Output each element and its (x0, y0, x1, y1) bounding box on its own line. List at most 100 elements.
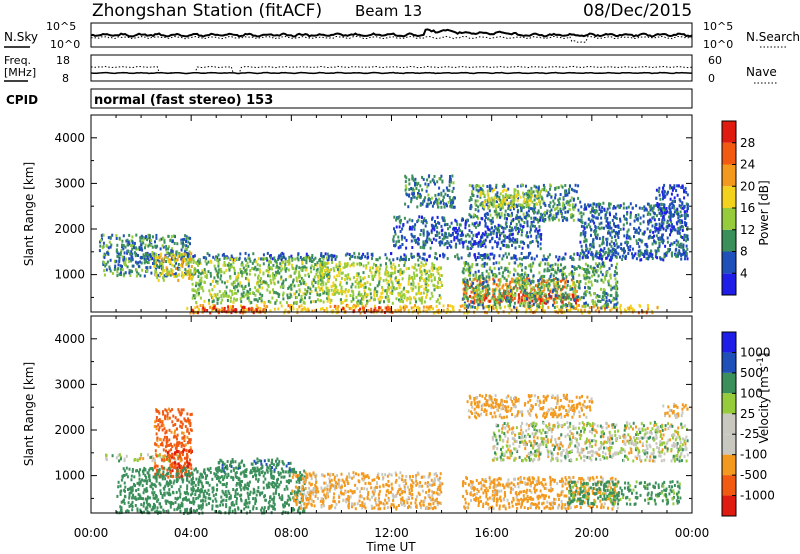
data-cell (193, 272, 196, 276)
data-cell (277, 269, 280, 273)
data-cell (402, 293, 405, 297)
data-cell (485, 203, 488, 207)
data-cell (391, 292, 394, 295)
data-cell (170, 253, 173, 257)
data-cell (336, 307, 339, 311)
data-cell (563, 203, 566, 207)
data-cell (508, 262, 511, 266)
data-cell (600, 278, 603, 282)
data-cell (463, 287, 466, 291)
data-cell (219, 277, 222, 281)
data-cell (555, 207, 558, 211)
data-cell (439, 240, 442, 244)
data-cell (436, 286, 439, 289)
data-cell (551, 265, 554, 269)
data-cell (609, 276, 612, 280)
data-cell (675, 243, 678, 247)
data-cell (202, 271, 205, 275)
data-cell (516, 287, 519, 291)
data-cell (525, 294, 528, 298)
data-cell (572, 198, 575, 202)
data-cell (532, 274, 535, 278)
data-cell (189, 236, 192, 240)
data-cell (498, 261, 501, 265)
data-cell (340, 271, 343, 275)
data-cell (483, 294, 486, 298)
data-cell (400, 257, 403, 261)
data-cell (499, 224, 502, 228)
data-cell (483, 264, 486, 268)
data-cell (206, 252, 209, 256)
noise-search-line (91, 35, 692, 43)
data-cell (675, 212, 678, 216)
data-cell (671, 254, 673, 258)
data-cell (269, 278, 272, 282)
data-cell (440, 229, 443, 233)
data-cell (375, 264, 378, 267)
data-cell (233, 286, 235, 290)
data-cell (538, 263, 541, 267)
data-cell (473, 224, 476, 227)
data-cell (422, 257, 425, 261)
data-cell (362, 283, 364, 287)
data-cell (497, 205, 500, 209)
data-cell (488, 292, 491, 296)
data-cell (544, 298, 546, 302)
data-cell (407, 308, 410, 312)
data-cell (189, 255, 192, 259)
data-cell (446, 246, 449, 250)
data-cell (462, 245, 465, 249)
data-cell (491, 216, 494, 220)
data-cell (404, 304, 407, 308)
data-cell (359, 279, 362, 283)
data-cell (504, 236, 507, 240)
data-cell (523, 299, 526, 303)
data-cell (598, 227, 601, 231)
data-cell (475, 188, 478, 192)
data-cell (657, 236, 660, 240)
data-cell (509, 289, 512, 293)
data-cell (374, 286, 377, 290)
data-cell (484, 245, 487, 249)
data-cell (505, 279, 508, 282)
data-cell (653, 234, 655, 238)
data-cell (294, 271, 297, 274)
data-cell (471, 263, 474, 266)
data-cell (532, 209, 534, 213)
data-cell (388, 274, 391, 278)
data-cell (590, 233, 592, 237)
data-cell (482, 184, 485, 188)
data-cell (520, 233, 523, 237)
data-cell (181, 238, 184, 242)
data-cell (465, 295, 468, 299)
data-cell (550, 267, 553, 271)
data-cell (527, 199, 530, 203)
data-cell (595, 216, 598, 220)
data-cell (541, 304, 544, 308)
data-cell (586, 255, 589, 259)
data-cell (381, 291, 384, 295)
data-cell (431, 268, 434, 272)
data-cell (455, 230, 458, 234)
data-cell (595, 303, 598, 307)
data-cell (484, 219, 486, 223)
data-cell (597, 274, 600, 278)
data-cell (158, 256, 161, 260)
data-cell (411, 246, 414, 249)
data-cell (491, 226, 493, 230)
data-cell (100, 234, 103, 238)
data-cell (553, 202, 556, 206)
data-cell (125, 239, 128, 243)
data-cell (197, 293, 200, 297)
data-cell (332, 284, 335, 288)
data-cell (233, 272, 236, 275)
data-cell (521, 203, 524, 207)
data-cell (464, 268, 467, 272)
data-cell (398, 271, 401, 275)
data-cell (589, 293, 592, 297)
data-cell (564, 291, 567, 295)
data-cell (491, 187, 494, 191)
data-cell (242, 308, 245, 312)
data-cell (523, 297, 526, 300)
data-cell (132, 264, 135, 268)
